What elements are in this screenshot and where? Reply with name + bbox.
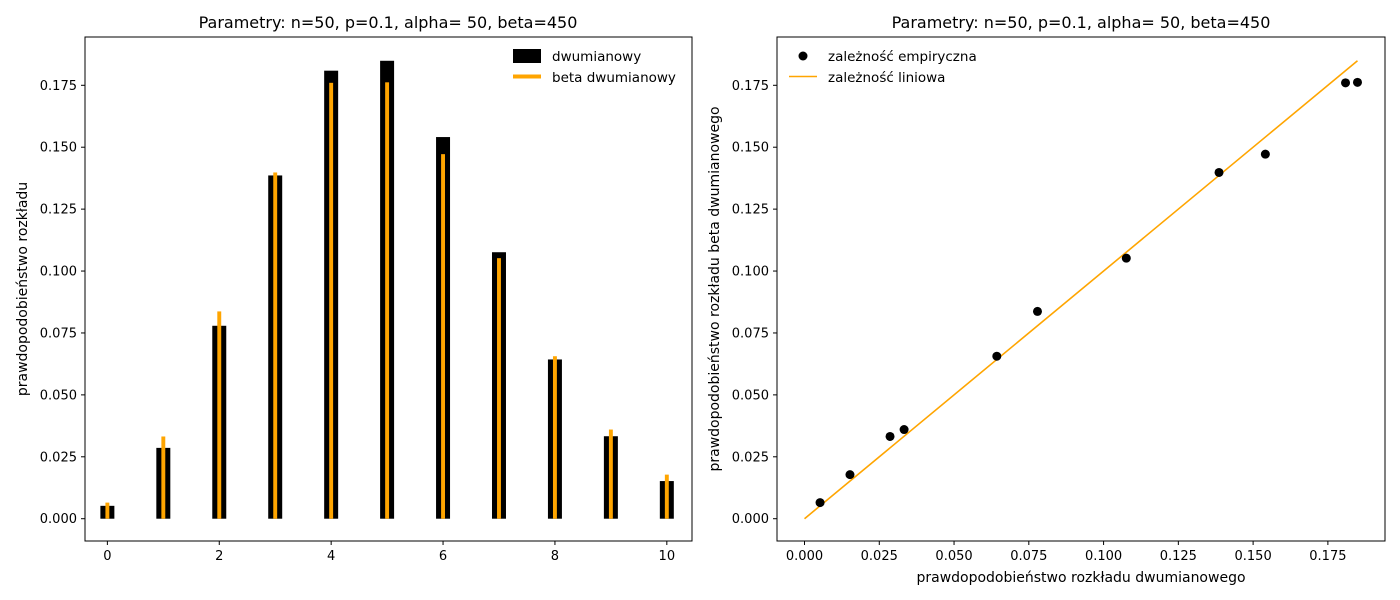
y-tick-label: 0.100 — [40, 265, 77, 280]
y-tick-label: 0.125 — [732, 203, 769, 218]
legend-label-beta-dwumianowy: beta dwumianowy — [552, 70, 676, 86]
y-tick-label: 0.050 — [732, 388, 769, 403]
y-tick-label: 0.025 — [40, 450, 77, 465]
legend-marker-empirical — [798, 51, 808, 61]
bar-beta-dwumianowy — [608, 429, 613, 519]
legend-label-dwumianowy: dwumianowy — [552, 49, 641, 65]
legend-label-linear: zależność liniowa — [828, 70, 945, 86]
scatter-point — [992, 351, 1002, 361]
legend-label-empirical: zależność empiryczna — [828, 49, 977, 65]
bar-beta-dwumianowy — [552, 356, 557, 519]
chart-title: Parametry: n=50, p=0.1, alpha= 50, beta=… — [892, 13, 1271, 32]
x-tick-label: 0.000 — [786, 549, 823, 564]
x-axis-label: prawdopodobieństwo rozkładu dwumianowego — [916, 570, 1245, 586]
scatter-points — [815, 77, 1362, 508]
y-tick-label: 0.175 — [732, 79, 769, 94]
bar-beta-dwumianowy — [441, 154, 446, 519]
y-tick-label: 0.150 — [732, 141, 769, 156]
y-tick-label: 0.175 — [40, 79, 77, 94]
x-tick-label: 0.075 — [1010, 549, 1047, 564]
bar-beta-dwumianowy — [105, 502, 110, 519]
linear-fit-line — [804, 60, 1358, 520]
legend: dwumianowy beta dwumianowy — [513, 49, 676, 86]
bar-beta-dwumianowy — [385, 82, 390, 519]
axis-ticks: 0.000 0.025 0.050 0.075 0.100 0.125 0.150 0.175… — [732, 79, 1347, 564]
y-tick-label: 0.025 — [732, 450, 769, 465]
x-tick-label: 10 — [659, 549, 676, 564]
bar-beta-dwumianowy — [497, 258, 501, 519]
x-tick-label: 2 — [215, 549, 223, 564]
scatter-point — [845, 470, 855, 480]
scatter-point — [885, 431, 895, 441]
y-tick-label: 0.075 — [40, 326, 77, 341]
y-tick-label: 0.100 — [732, 265, 769, 280]
scatter-point — [1214, 167, 1224, 177]
x-tick-label: 0 — [103, 549, 111, 564]
x-tick-label: 0.025 — [861, 549, 898, 564]
y-axis-label: prawdopodobieństwo rozkładu beta dwumian… — [707, 106, 723, 471]
y-tick-label: 0.075 — [732, 326, 769, 341]
bars — [100, 60, 674, 519]
plot-frame — [84, 36, 693, 542]
scatter-point — [1032, 306, 1042, 316]
bar-beta-dwumianowy — [273, 172, 278, 519]
x-tick-label: 0.100 — [1085, 549, 1122, 564]
legend: zależność empiryczna zależność liniowa — [789, 49, 977, 86]
bar-beta-dwumianowy — [217, 311, 222, 519]
x-tick-label: 0.175 — [1309, 549, 1346, 564]
x-tick-label: 0.050 — [935, 549, 972, 564]
x-tick-label: 6 — [439, 549, 447, 564]
y-tick-label: 0.000 — [40, 512, 77, 527]
y-tick-label: 0.000 — [732, 512, 769, 527]
bar-beta-dwumianowy — [329, 82, 334, 519]
legend-swatch-dwumianowy — [513, 49, 541, 63]
bar-chart-panel: Parametry: n=50, p=0.1, alpha= 50, beta=… — [15, 13, 693, 564]
plot-frame — [776, 36, 1386, 542]
scatter-point — [1352, 77, 1362, 87]
x-tick-label: 8 — [551, 549, 559, 564]
y-axis-label: prawdopodobieństwo rozkładu — [15, 182, 31, 396]
x-tick-label: 0.125 — [1160, 549, 1197, 564]
y-tick-label: 0.125 — [40, 203, 77, 218]
linear-fit-segment — [804, 60, 1358, 520]
scatter-point — [1121, 253, 1131, 263]
scatter-point — [1341, 78, 1351, 88]
bar-beta-dwumianowy — [664, 474, 669, 519]
x-tick-label: 4 — [327, 549, 335, 564]
axis-ticks: 0 2 4 6 8 10 0.000 0.025 0.050 0.075 0.100 0.125 0.1… — [40, 79, 675, 564]
y-tick-label: 0.050 — [40, 388, 77, 403]
scatter-point — [815, 498, 825, 508]
chart-title: Parametry: n=50, p=0.1, alpha= 50, beta=… — [199, 13, 578, 32]
x-tick-label: 0.150 — [1235, 549, 1272, 564]
scatter-chart-panel: Parametry: n=50, p=0.1, alpha= 50, beta=… — [707, 13, 1386, 586]
scatter-point — [1260, 149, 1270, 159]
scatter-point — [899, 425, 909, 435]
y-tick-label: 0.150 — [40, 141, 77, 156]
bar-beta-dwumianowy — [161, 436, 166, 519]
